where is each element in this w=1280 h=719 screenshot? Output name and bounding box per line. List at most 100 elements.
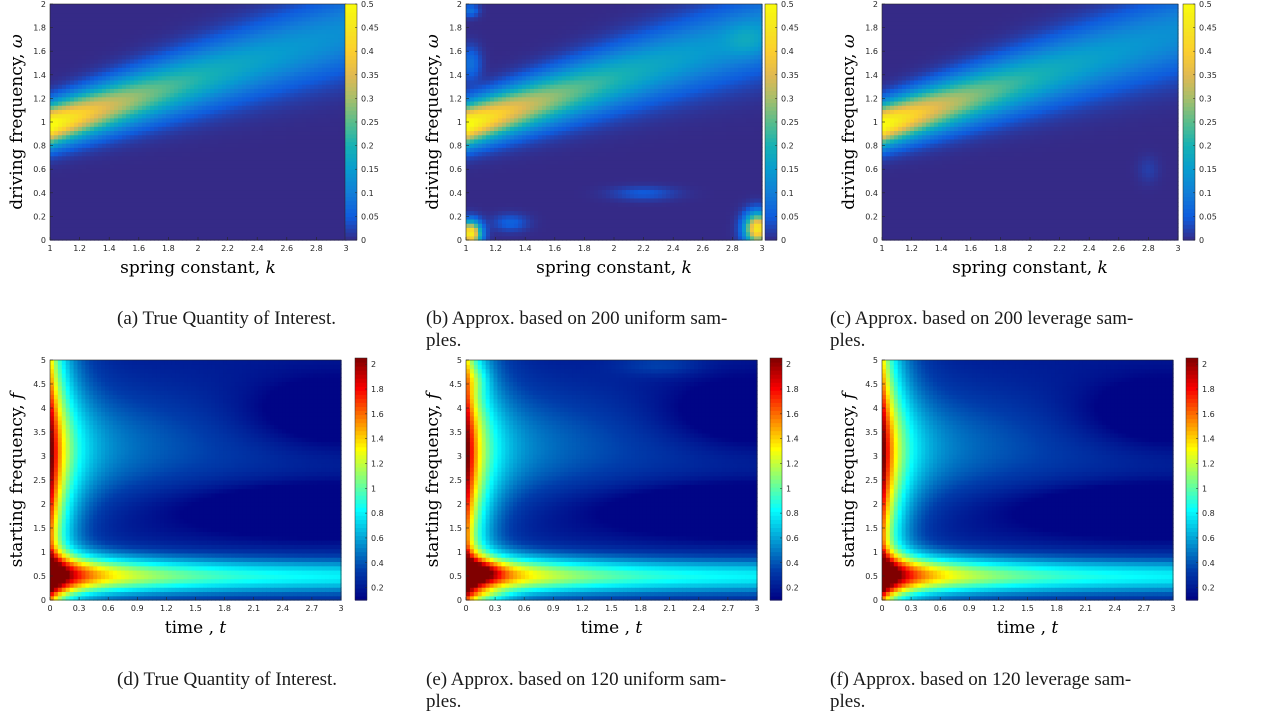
heatmap-cell (262, 41, 267, 47)
heatmap-cell (146, 126, 151, 132)
heatmap-cell (258, 50, 263, 56)
heatmap-cell (230, 231, 235, 237)
heatmap-cell (326, 159, 331, 165)
heatmap-cell (334, 206, 339, 212)
heatmap-cell (178, 63, 183, 68)
heatmap-cell (290, 122, 295, 127)
heatmap-cell (474, 151, 479, 157)
heatmap-cell (266, 159, 271, 165)
heatmap-cell (58, 223, 63, 228)
heatmap-cell (322, 96, 327, 102)
heatmap-cell (102, 185, 107, 191)
heatmap-cell (318, 218, 323, 224)
heatmap-cell (298, 12, 303, 18)
heatmap-cell (62, 231, 67, 237)
heatmap-cell (206, 218, 211, 224)
heatmap-cell (218, 138, 223, 144)
heatmap-cell (182, 189, 187, 195)
heatmap-cell (174, 159, 179, 165)
heatmap-cell (74, 143, 79, 148)
heatmap-cell (250, 100, 255, 106)
heatmap-cell (82, 218, 87, 224)
heatmap-cell (70, 197, 75, 203)
heatmap-cell (502, 164, 507, 169)
heatmap-cell (82, 210, 87, 216)
heatmap-cell (194, 155, 199, 161)
heatmap-cell (246, 176, 251, 182)
heatmap-cell (130, 20, 135, 26)
heatmap-cell (514, 50, 519, 56)
heatmap-cell (474, 67, 479, 73)
heatmap-cell (102, 227, 107, 233)
heatmap-cell (166, 218, 171, 224)
heatmap-cell (514, 235, 519, 241)
heatmap-cell (190, 164, 195, 169)
heatmap-cell (158, 214, 163, 220)
heatmap-cell (74, 67, 79, 73)
heatmap-cell (490, 71, 495, 77)
heatmap-cell (138, 210, 143, 216)
heatmap-cell (94, 105, 99, 110)
heatmap-cell (290, 117, 295, 123)
heatmap-cell (218, 16, 223, 22)
heatmap-cell (150, 117, 155, 123)
heatmap-cell (318, 227, 323, 233)
heatmap-cell (106, 100, 111, 106)
heatmap-cell (226, 25, 231, 30)
heatmap-cell (466, 147, 471, 153)
heatmap-cell (310, 105, 315, 110)
heatmap-cell (218, 54, 223, 60)
heatmap-cell (222, 122, 227, 127)
heatmap-cell (498, 50, 503, 56)
heatmap-cell (490, 164, 495, 169)
heatmap-cell (134, 185, 139, 191)
heatmap-cell (254, 29, 259, 35)
heatmap-cell (206, 214, 211, 220)
heatmap-cell (274, 231, 279, 237)
heatmap-cell (302, 109, 307, 115)
heatmap-cell (118, 210, 123, 216)
heatmap-cell (494, 218, 499, 224)
heatmap-cell (98, 88, 103, 94)
heatmap-cell (62, 109, 67, 115)
heatmap-cell (298, 92, 303, 98)
heatmap-cell (502, 113, 507, 119)
heatmap-cell (310, 193, 315, 199)
heatmap-cell (62, 88, 67, 94)
heatmap-cell (286, 109, 291, 115)
heatmap-cell (170, 164, 175, 169)
heatmap-cell (74, 223, 79, 228)
heatmap-cell (226, 50, 231, 56)
heatmap-cell (478, 206, 483, 212)
heatmap-cell (470, 202, 475, 207)
heatmap-cell (190, 168, 195, 174)
heatmap-cell (466, 84, 471, 89)
heatmap-cell (334, 227, 339, 233)
heatmap-cell (66, 214, 71, 220)
heatmap-cell (330, 185, 335, 191)
heatmap-cell (130, 227, 135, 233)
heatmap-cell (106, 96, 111, 102)
heatmap-cell (330, 210, 335, 216)
heatmap-cell (290, 4, 295, 9)
heatmap-cell (58, 193, 63, 199)
heatmap-cell (74, 88, 79, 94)
heatmap-cell (78, 92, 83, 98)
heatmap-cell (50, 117, 55, 123)
heatmap-cell (294, 210, 299, 216)
heatmap-cell (150, 164, 155, 169)
heatmap-cell (106, 206, 111, 212)
heatmap-cell (166, 172, 171, 178)
heatmap-cell (470, 164, 475, 169)
heatmap-cell (270, 134, 275, 140)
heatmap-cell (258, 109, 263, 115)
heatmap-cell (334, 193, 339, 199)
heatmap-cell (146, 67, 151, 73)
heatmap-cell (250, 109, 255, 115)
heatmap-cell (314, 25, 319, 30)
heatmap-cell (506, 58, 511, 64)
heatmap-cell (294, 4, 299, 9)
heatmap-cell (186, 20, 191, 26)
heatmap-cell (218, 155, 223, 161)
heatmap-cell (282, 105, 287, 110)
